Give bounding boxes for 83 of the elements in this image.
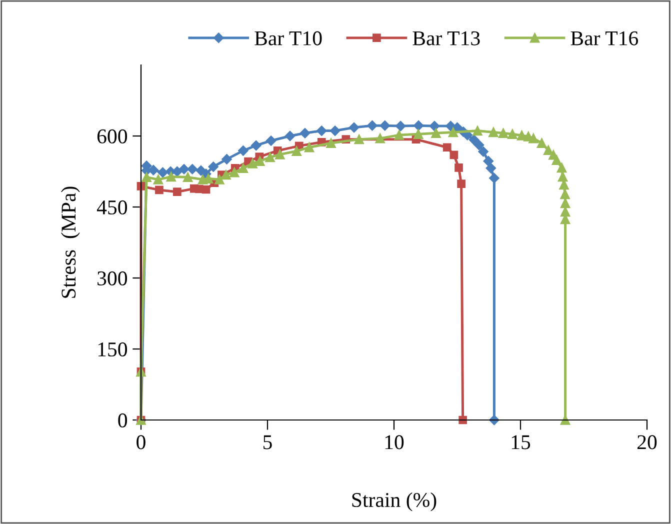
y-tick-label: 450	[96, 200, 128, 214]
x-tick-label: 0	[136, 435, 146, 450]
point	[380, 120, 390, 131]
point	[187, 164, 198, 174]
point	[498, 128, 508, 138]
y-axis-title: Stress (MPa)	[60, 186, 80, 298]
point	[556, 162, 567, 173]
point	[155, 186, 164, 194]
point	[266, 136, 276, 146]
point	[221, 170, 231, 180]
point	[429, 120, 440, 132]
point	[442, 143, 452, 152]
x-tick-label: 20	[638, 435, 657, 450]
point	[284, 130, 296, 142]
point	[173, 188, 182, 196]
point	[375, 134, 385, 144]
point	[516, 130, 527, 140]
point	[560, 189, 570, 200]
point	[255, 156, 265, 166]
point	[166, 172, 176, 182]
point	[457, 180, 466, 188]
point	[413, 129, 424, 139]
point	[172, 166, 182, 177]
point	[454, 164, 463, 172]
point	[450, 150, 458, 160]
point	[543, 145, 554, 156]
point	[265, 152, 275, 162]
point	[238, 146, 248, 156]
legend-label: Bar T16	[570, 31, 638, 46]
point	[248, 158, 258, 168]
y-tick-label: 300	[98, 271, 128, 286]
point	[536, 138, 547, 148]
y-tick-label: 600	[97, 129, 128, 144]
point	[316, 126, 327, 136]
point	[222, 154, 232, 164]
y-tick-label: 0	[118, 413, 128, 428]
point	[472, 126, 482, 136]
point	[300, 128, 310, 138]
point	[486, 163, 496, 174]
point	[367, 120, 378, 131]
point	[560, 415, 570, 425]
point	[448, 127, 458, 138]
point	[478, 146, 488, 157]
x-axis-title: Strain (%)	[352, 492, 436, 512]
point	[394, 130, 404, 140]
point	[488, 127, 498, 138]
point	[182, 172, 193, 182]
point	[153, 174, 164, 184]
point	[528, 134, 538, 144]
x-tick-label: 5	[264, 435, 272, 450]
point	[148, 164, 159, 176]
point	[483, 156, 494, 166]
point	[238, 163, 248, 174]
point	[431, 128, 441, 138]
point	[395, 120, 406, 132]
legend-label: Bar T13	[412, 31, 480, 46]
point	[348, 122, 360, 133]
point	[558, 172, 568, 182]
point	[178, 164, 190, 174]
point	[208, 162, 218, 172]
legend-label: Bar T10	[254, 31, 322, 46]
point	[560, 198, 570, 208]
point	[468, 134, 480, 145]
point	[292, 146, 302, 156]
point	[413, 120, 424, 131]
point	[214, 174, 224, 184]
point	[229, 168, 240, 178]
point	[251, 140, 262, 151]
point	[552, 155, 562, 165]
point	[330, 126, 340, 136]
point	[474, 140, 484, 150]
point	[489, 173, 500, 184]
x-tick-label: 10	[385, 435, 404, 450]
point	[158, 167, 168, 178]
x-tick-label: 15	[512, 435, 530, 450]
point	[304, 142, 314, 152]
y-tick-label: 150	[98, 342, 128, 356]
point	[326, 138, 336, 148]
point	[508, 129, 518, 139]
point	[354, 134, 364, 144]
point	[142, 172, 152, 182]
point	[202, 185, 210, 194]
point	[275, 150, 285, 160]
